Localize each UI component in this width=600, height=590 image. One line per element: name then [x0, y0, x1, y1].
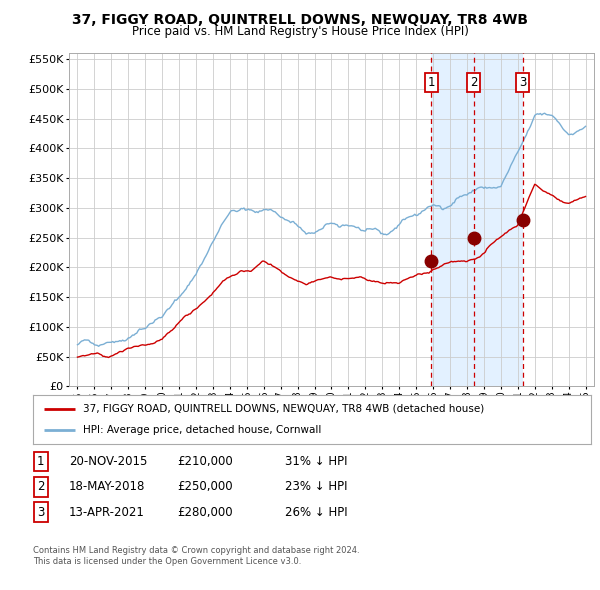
Bar	[431, 53, 523, 386]
Text: This data is licensed under the Open Government Licence v3.0.: This data is licensed under the Open Gov…	[33, 558, 301, 566]
Text: 37, FIGGY ROAD, QUINTRELL DOWNS, NEWQUAY, TR8 4WB (detached house): 37, FIGGY ROAD, QUINTRELL DOWNS, NEWQUAY…	[83, 404, 484, 414]
Text: 31% ↓ HPI: 31% ↓ HPI	[285, 455, 347, 468]
Text: 3: 3	[519, 76, 526, 89]
Text: 2: 2	[470, 76, 478, 89]
Text: HPI: Average price, detached house, Cornwall: HPI: Average price, detached house, Corn…	[83, 425, 322, 435]
Text: 2: 2	[37, 480, 44, 493]
Text: 13-APR-2021: 13-APR-2021	[69, 506, 145, 519]
Text: 18-MAY-2018: 18-MAY-2018	[69, 480, 145, 493]
Text: £210,000: £210,000	[177, 455, 233, 468]
Text: £250,000: £250,000	[177, 480, 233, 493]
Text: 26% ↓ HPI: 26% ↓ HPI	[285, 506, 347, 519]
Text: Price paid vs. HM Land Registry's House Price Index (HPI): Price paid vs. HM Land Registry's House …	[131, 25, 469, 38]
Text: 3: 3	[37, 506, 44, 519]
Text: 37, FIGGY ROAD, QUINTRELL DOWNS, NEWQUAY, TR8 4WB: 37, FIGGY ROAD, QUINTRELL DOWNS, NEWQUAY…	[72, 13, 528, 27]
Text: 20-NOV-2015: 20-NOV-2015	[69, 455, 148, 468]
Text: 1: 1	[37, 455, 44, 468]
Text: £280,000: £280,000	[177, 506, 233, 519]
Text: 23% ↓ HPI: 23% ↓ HPI	[285, 480, 347, 493]
Text: Contains HM Land Registry data © Crown copyright and database right 2024.: Contains HM Land Registry data © Crown c…	[33, 546, 359, 555]
Text: 1: 1	[428, 76, 435, 89]
